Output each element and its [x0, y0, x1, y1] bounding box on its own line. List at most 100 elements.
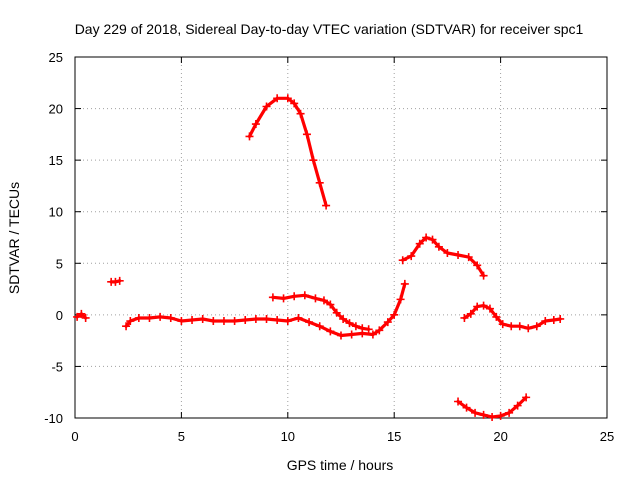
data-point: [556, 314, 565, 323]
data-series-arc-5: [245, 94, 331, 210]
data-point: [443, 248, 452, 257]
data-point: [532, 322, 541, 331]
data-point: [407, 252, 416, 261]
data-point: [337, 331, 345, 340]
data-point: [364, 325, 373, 334]
data-point: [198, 314, 207, 323]
data-point: [351, 322, 360, 331]
data-point: [251, 314, 260, 323]
data-point: [268, 293, 277, 302]
data-point: [126, 317, 135, 326]
data-point: [466, 309, 475, 318]
data-point: [396, 295, 405, 304]
data-point: [262, 102, 271, 111]
data-point: [415, 239, 424, 248]
data-point: [319, 296, 328, 305]
data-point: [524, 324, 533, 333]
data-point: [515, 322, 524, 331]
data-point: [315, 178, 324, 187]
y-tick-label: -10: [44, 411, 63, 426]
chart-title: Day 229 of 2018, Sidereal Day-to-day VTE…: [75, 21, 584, 37]
data-point: [111, 277, 120, 286]
tick-labels: 0 5 10 15 20 25 -10 -5 0 5 10 15 20 25: [44, 50, 614, 444]
data-point: [156, 312, 165, 321]
data-point: [358, 324, 367, 333]
data-point: [505, 408, 514, 417]
data-point: [479, 271, 488, 280]
data-series-arc-2: [107, 276, 124, 286]
x-tick-label: 10: [281, 429, 295, 444]
y-tick-label: 10: [49, 205, 63, 220]
y-tick-label: 25: [49, 50, 63, 65]
data-point: [398, 256, 407, 265]
data-point: [305, 318, 314, 327]
data-point: [479, 301, 488, 310]
data-point: [464, 253, 473, 262]
y-tick-label: 20: [49, 102, 63, 117]
x-axis-label: GPS time / hours: [287, 457, 394, 473]
data-point: [77, 309, 86, 318]
data-point: [400, 279, 409, 288]
data-point: [177, 317, 186, 326]
data-point: [473, 302, 482, 311]
data-point: [300, 291, 309, 300]
data-point: [73, 312, 82, 321]
data-point: [471, 408, 480, 417]
x-tick-label: 15: [387, 429, 401, 444]
plot-frame: [74, 56, 608, 419]
data-point: [492, 312, 501, 321]
data-point: [434, 242, 443, 251]
data-point: [209, 317, 218, 326]
data-point: [245, 132, 254, 141]
data-point: [488, 412, 497, 421]
data-point: [332, 308, 341, 317]
x-tick-label: 5: [178, 429, 185, 444]
y-axis-label: SDTVAR / TECUs: [6, 182, 22, 294]
data-point: [283, 94, 292, 103]
data-point: [315, 322, 324, 331]
data-point: [368, 330, 377, 339]
data-point: [262, 314, 271, 323]
data-point: [549, 316, 558, 325]
data-point: [290, 99, 299, 108]
data-point: [145, 313, 154, 322]
data-series-arc-8: [454, 393, 531, 421]
data-series-arc-6: [398, 233, 488, 280]
data-point: [279, 294, 288, 303]
y-tick-label: 0: [56, 308, 63, 323]
data-point: [219, 317, 228, 326]
data-series-arc-7: [460, 301, 565, 333]
data-point: [230, 317, 239, 326]
data-point: [462, 403, 471, 412]
x-tick-label: 20: [493, 429, 507, 444]
data-point: [290, 292, 299, 301]
data-point: [326, 327, 335, 336]
data-point: [188, 316, 197, 325]
data-point: [428, 235, 437, 244]
data-point: [479, 410, 488, 419]
data-point: [513, 401, 522, 410]
data-series-arc-1: [73, 309, 90, 322]
data-point: [166, 313, 175, 322]
data-point: [522, 393, 531, 402]
data-series-arc-4: [268, 291, 373, 334]
y-tick-label: -5: [51, 359, 63, 374]
plot-border: [74, 56, 608, 419]
data-point: [339, 314, 348, 323]
data-point: [296, 109, 305, 118]
grid-lines: [75, 57, 607, 418]
data-point: [134, 313, 143, 322]
data-series-group: [73, 94, 565, 421]
data-point: [309, 156, 318, 165]
data-point: [496, 411, 505, 420]
data-point: [375, 326, 384, 335]
data-point: [454, 251, 463, 260]
data-point: [326, 300, 335, 309]
data-point: [251, 120, 260, 129]
data-point: [294, 313, 303, 322]
data-point: [273, 94, 282, 103]
data-point: [122, 322, 131, 331]
data-point: [241, 316, 250, 325]
x-tick-label: 25: [600, 429, 614, 444]
